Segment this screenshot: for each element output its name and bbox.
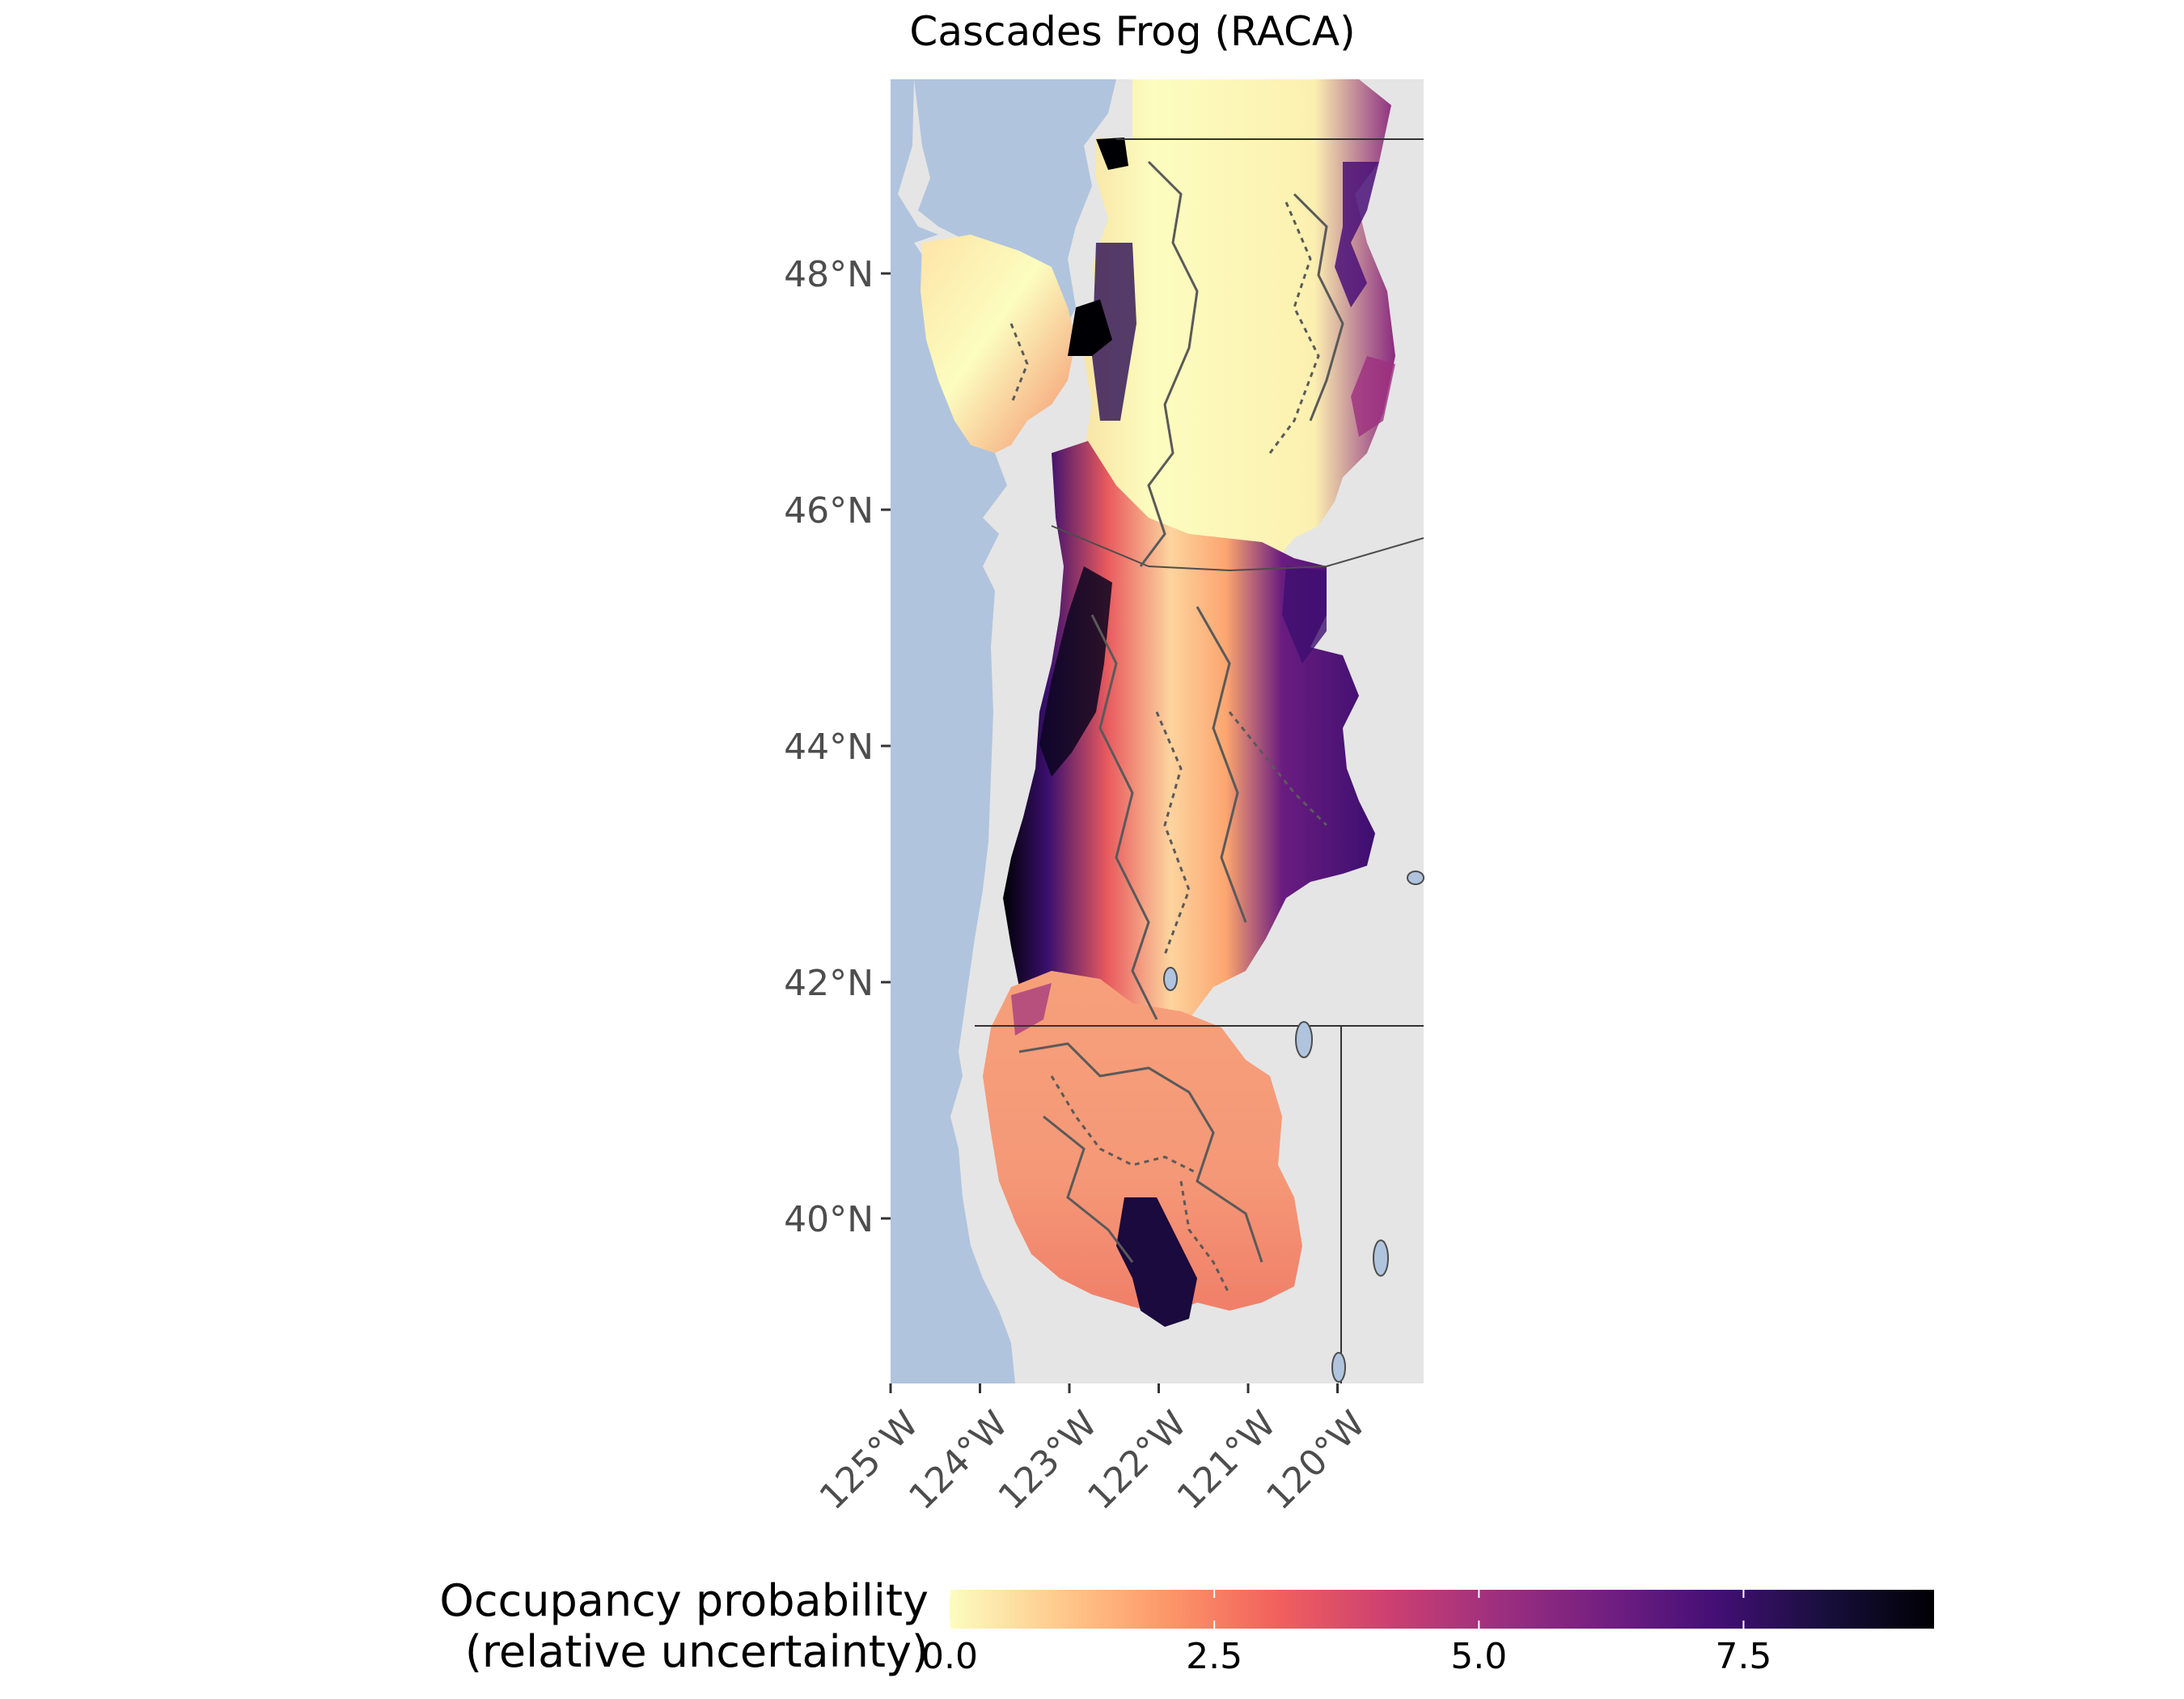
lat-tick-label: 48°N [784, 254, 874, 295]
surface-north-east-edge-2 [1351, 356, 1395, 437]
protected-area-outlines [1018, 160, 1344, 1263]
surface-north-east-edge [1335, 162, 1379, 307]
lat-tick-label: 44°N [784, 727, 874, 768]
goose-lake [1295, 1021, 1313, 1058]
surface-california-edge [1011, 983, 1052, 1036]
pyramid-lake [1373, 1239, 1389, 1277]
map-panel [891, 79, 1424, 1383]
upper-klamath-lake [1163, 967, 1178, 991]
surface-california [983, 971, 1302, 1315]
surface-north-cascades [1072, 79, 1395, 574]
legend-tick-label: 7.5 [1715, 1636, 1771, 1677]
surface-north-tip [1096, 138, 1128, 170]
lat-tick-label: 46°N [784, 490, 874, 532]
protected-area-dotted [1009, 201, 1328, 1295]
lat-tick-label: 42°N [784, 963, 874, 1004]
latitude-axis: 48°N 46°N 44°N 42°N 40°N [784, 254, 891, 1240]
lon-tick-label: 121°W [1170, 1403, 1285, 1518]
legend-tick-label: 5.0 [1450, 1636, 1507, 1677]
malheur-lake [1407, 871, 1424, 885]
legend-tick-label: 0.0 [921, 1636, 978, 1677]
lon-tick-label: 122°W [1080, 1403, 1195, 1518]
surface-puget-dark [1092, 243, 1136, 421]
legend-ticks: 0.0 2.5 5.0 7.5 [921, 1590, 1771, 1677]
lon-tick-label: 124°W [901, 1403, 1016, 1518]
surface-olympic-dark [1068, 299, 1112, 356]
surface-oregon-east-dark [1282, 566, 1327, 663]
wa-or-border [1051, 525, 1424, 572]
lon-tick-label: 120°W [1259, 1403, 1373, 1518]
map-title: Cascades Frog (RACA) [909, 8, 1356, 55]
lat-tick-label: 40°N [784, 1199, 874, 1240]
surface-olympic [921, 235, 1076, 453]
legend-colorbar [950, 1590, 1934, 1629]
legend-tick-label: 2.5 [1186, 1636, 1242, 1677]
lon-tick-label: 125°W [812, 1403, 927, 1518]
surface-california-dark [1116, 1197, 1197, 1327]
lake-tahoe [1331, 1352, 1346, 1383]
legend-title-line1: Occupancy probability [439, 1575, 929, 1626]
lon-tick-label: 123°W [991, 1403, 1106, 1518]
legend-title-line2: (relative uncertainty) [465, 1626, 929, 1677]
legend: Occupancy probability (relative uncertai… [439, 1575, 1934, 1677]
